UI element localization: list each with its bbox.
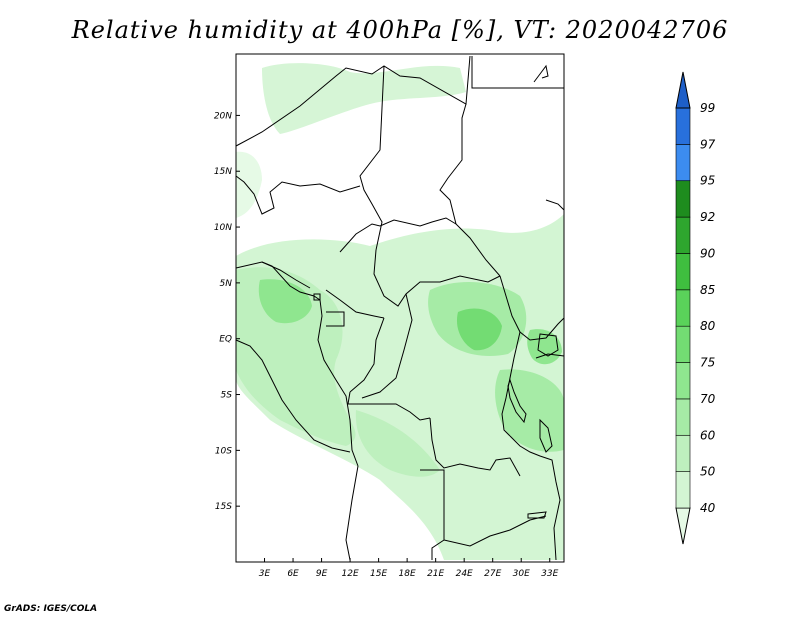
humid-area-southeast <box>495 369 564 452</box>
colorbar-label: 70 <box>700 392 716 406</box>
border-line <box>347 391 431 421</box>
border-line <box>235 175 361 215</box>
longitude-axis: 3E 6E 9E 12E 15E 18E 21E 24E 27E 30E 33E <box>259 558 559 579</box>
country-borders <box>235 55 565 561</box>
colorbar-max-arrow <box>675 71 691 109</box>
lat-tick-label: 5S <box>221 391 233 401</box>
lat-tick-label: 20N <box>214 111 232 121</box>
colorbar-label: 75 <box>700 356 715 370</box>
colorbar-bin <box>675 216 691 254</box>
border-line <box>235 55 471 147</box>
colorbar-bin <box>675 180 691 218</box>
lon-tick-label: 18E <box>399 569 416 579</box>
border-line <box>439 103 501 277</box>
lon-tick-label: 15E <box>370 569 387 579</box>
border-line <box>471 56 564 89</box>
coastline <box>545 199 565 211</box>
coastline <box>533 64 549 83</box>
border-line <box>345 465 359 561</box>
border-line <box>349 317 385 393</box>
colorbar-bin <box>675 253 691 291</box>
colorbar-bin <box>675 434 691 472</box>
border-line <box>359 65 385 251</box>
lon-tick-label: 6E <box>287 569 299 579</box>
border-line <box>325 289 385 319</box>
colorbar-bin <box>675 107 691 145</box>
colorbar-bin <box>675 289 691 327</box>
lat-tick-label: 5N <box>220 279 233 289</box>
coastline <box>261 261 359 467</box>
grads-credit: GrADS: IGES/COLA <box>4 604 98 614</box>
colorbar: 40 50 60 70 75 80 85 90 92 95 97 99 <box>675 71 716 545</box>
lon-tick-label: 30E <box>513 569 530 579</box>
coastline <box>235 339 351 453</box>
colorbar-label: 90 <box>700 246 716 260</box>
colorbar-label: 50 <box>700 465 716 479</box>
border-line <box>535 353 565 359</box>
border-line <box>326 311 345 327</box>
colorbar-label: 60 <box>700 428 716 442</box>
lat-tick-label: EQ <box>219 335 232 345</box>
border-line <box>501 331 521 437</box>
lat-tick-label: 15N <box>214 167 232 177</box>
humid-area-south <box>355 410 440 477</box>
border-line <box>443 515 547 547</box>
humid-area-north <box>262 63 466 134</box>
colorbar-label: 99 <box>700 101 715 115</box>
humidity-shading <box>236 63 564 560</box>
lon-tick-label: 12E <box>342 569 359 579</box>
lat-tick-label: 10S <box>215 446 232 456</box>
colorbar-bin <box>675 398 691 436</box>
border-line <box>235 261 311 289</box>
latitude-axis: 20N 15N 10N 5N EQ 5S 10S 15S <box>214 111 240 512</box>
map-title: Relative humidity at 400hPa [%], VT: 202… <box>71 16 729 44</box>
border-line <box>373 249 501 307</box>
humid-area-lakes <box>527 329 562 365</box>
border-line <box>499 275 565 341</box>
colorbar-min-arrow <box>675 507 691 545</box>
map-frame <box>235 53 565 563</box>
border-line <box>361 293 413 399</box>
colorbar-bin <box>675 362 691 400</box>
lake-outline <box>527 511 547 519</box>
lon-tick-label: 3E <box>259 569 271 579</box>
colorbar-label: 97 <box>700 137 716 151</box>
lon-tick-label: 21E <box>427 569 444 579</box>
colorbar-label: 92 <box>700 210 715 224</box>
lon-tick-label: 27E <box>484 569 501 579</box>
humid-area-coast <box>258 279 312 324</box>
border-line <box>339 217 457 253</box>
lake-outline <box>507 378 527 424</box>
colorbar-bin <box>675 325 691 363</box>
lake-outline <box>537 333 559 357</box>
humid-area-east-core <box>456 308 502 351</box>
border-line <box>429 417 521 477</box>
lon-tick-label: 9E <box>316 569 328 579</box>
colorbar-bin <box>675 471 691 509</box>
humid-area-northwest <box>236 151 262 218</box>
colorbar-label: 95 <box>700 174 715 188</box>
lake-outline <box>539 418 553 453</box>
border-line <box>509 435 561 561</box>
lon-tick-label: 24E <box>456 569 473 579</box>
island-outline <box>313 293 321 301</box>
lat-tick-label: 15S <box>215 502 232 512</box>
lat-tick-label: 10N <box>214 223 232 233</box>
colorbar-label: 85 <box>700 283 715 297</box>
colorbar-bin <box>675 144 691 182</box>
colorbar-label: 80 <box>700 319 716 333</box>
lon-tick-label: 33E <box>541 569 558 579</box>
colorbar-label: 40 <box>700 501 716 515</box>
